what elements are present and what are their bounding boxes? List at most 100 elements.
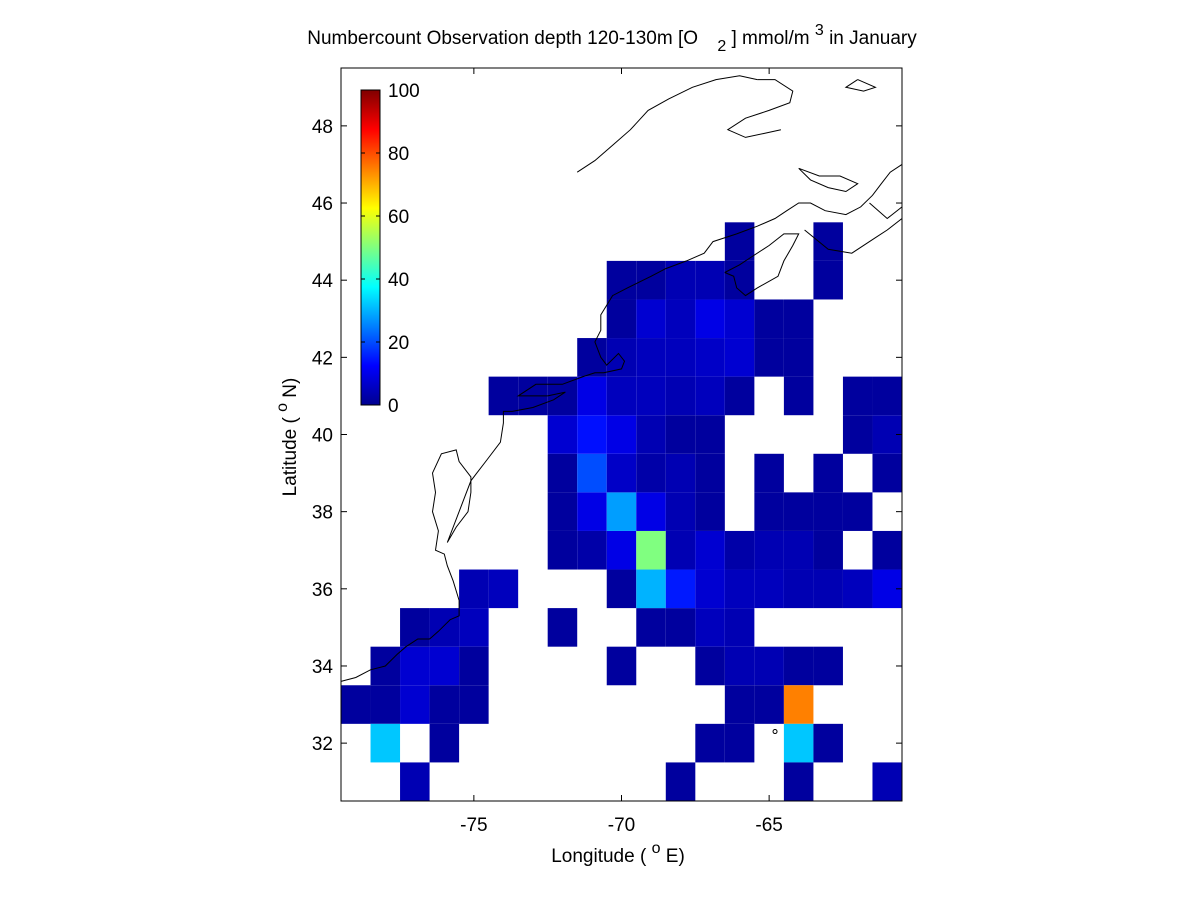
colorbar-tick-label: 100 <box>388 81 420 102</box>
x-tick-label: -70 <box>608 815 635 836</box>
heatmap-cell <box>724 646 755 686</box>
colorbar-tick-label: 20 <box>388 333 409 354</box>
heatmap-cell <box>459 685 489 724</box>
heatmap-cell <box>577 492 607 531</box>
heatmap-cell <box>429 685 460 724</box>
heatmap-cell <box>665 762 696 801</box>
heatmap-cell <box>872 530 902 570</box>
heatmap-cell <box>429 723 460 763</box>
heatmap-cell <box>813 569 843 609</box>
heatmap-cell <box>459 608 489 647</box>
heatmap-cell <box>636 492 666 531</box>
heatmap-cell <box>606 299 637 339</box>
heatmap-cell <box>695 646 725 686</box>
y-tick-label: 48 <box>312 117 333 138</box>
heatmap-cell <box>842 492 873 531</box>
heatmap-cell <box>370 685 401 724</box>
x-tick-label: -75 <box>460 815 487 836</box>
heatmap-cell <box>606 492 637 531</box>
heatmap-cell <box>341 685 371 724</box>
heatmap-cell <box>695 569 725 609</box>
heatmap-cell <box>842 376 873 416</box>
x-tick-label: -65 <box>755 815 782 836</box>
coastline-segment <box>798 167 859 193</box>
heatmap-cells <box>341 222 902 801</box>
coastline-segment <box>576 75 758 173</box>
heatmap-cell <box>636 569 666 609</box>
heatmap-cell <box>813 723 843 763</box>
heatmap-cell <box>636 376 666 416</box>
heatmap-cell <box>665 453 696 493</box>
heatmap-cell <box>547 453 578 493</box>
colorbar-ticks: 0 20 40 60 80 100 <box>361 81 420 417</box>
heatmap-cell <box>488 569 519 609</box>
heatmap-cell <box>577 453 607 493</box>
heatmap-cell <box>754 338 784 377</box>
heatmap-cell <box>636 299 666 339</box>
coastline-segment <box>869 202 903 220</box>
heatmap-cell <box>459 569 489 609</box>
heatmap-cell <box>813 530 843 570</box>
heatmap-cell <box>577 376 607 416</box>
chart-title-after: ] mmol/m <box>732 28 810 49</box>
heatmap-cell <box>547 492 578 531</box>
coastline-segment <box>340 163 903 682</box>
y-tick-label: 42 <box>312 348 333 369</box>
heatmap-cell <box>754 530 784 570</box>
heatmap-cell <box>400 762 430 801</box>
heatmap-cell <box>783 492 814 531</box>
heatmap-cell <box>547 376 578 416</box>
heatmap-cell <box>665 376 696 416</box>
heatmap-cell <box>842 415 873 454</box>
heatmap-cell <box>665 338 696 377</box>
heatmap-cell <box>636 260 666 300</box>
coastline <box>340 75 903 735</box>
x-axis-label: Longitude ( o E) <box>551 837 685 867</box>
heatmap-cell <box>783 646 814 686</box>
chart-title-main: Numbercount Observation depth 120-130m [… <box>307 28 698 49</box>
heatmap-cell <box>400 685 430 724</box>
heatmap-cell <box>783 569 814 609</box>
plot-area: -75 -70 -65 32 34 36 38 40 42 44 46 48 <box>312 67 903 836</box>
heatmap-cell <box>724 338 755 377</box>
colorbar: 0 20 40 60 80 100 <box>360 81 420 417</box>
heatmap-cell <box>636 608 666 647</box>
heatmap-cell <box>724 530 755 570</box>
heatmap-cell <box>813 646 843 686</box>
heatmap-cell <box>724 569 755 609</box>
y-axis-ticks: 32 34 36 38 40 42 44 46 48 <box>312 117 902 755</box>
heatmap-cell <box>577 530 607 570</box>
heatmap-cell <box>724 376 755 416</box>
y-tick-label: 40 <box>312 426 333 447</box>
heatmap-cell <box>400 646 430 686</box>
heatmap-cell <box>813 222 843 261</box>
heatmap-cell <box>665 492 696 531</box>
heatmap-cell <box>577 338 607 377</box>
y-tick-label: 36 <box>312 580 333 601</box>
heatmap-cell <box>783 338 814 377</box>
heatmap-cell <box>577 415 607 454</box>
colorbar-tick-label: 40 <box>388 270 409 291</box>
heatmap-cell <box>665 299 696 339</box>
chart-title-subscript: 2 <box>717 38 726 55</box>
heatmap-cell <box>665 530 696 570</box>
colorbar-tick-label: 80 <box>388 144 409 165</box>
heatmap-cell <box>429 646 460 686</box>
heatmap-cell <box>783 530 814 570</box>
y-axis-label: Latitude ( o N) <box>271 378 301 497</box>
heatmap-cell <box>813 492 843 531</box>
heatmap-cell <box>547 530 578 570</box>
heatmap-cell <box>724 222 755 261</box>
heatmap-cell <box>695 492 725 531</box>
heatmap-cell <box>754 492 784 531</box>
y-axis-label-pre: Latitude ( <box>280 412 301 497</box>
heatmap-cell <box>400 608 430 647</box>
heatmap-cell <box>695 299 725 339</box>
heatmap-cell <box>724 685 755 724</box>
x-axis-ticks: -75 -70 -65 <box>460 68 783 836</box>
heatmap-cell <box>842 569 873 609</box>
heatmap-cell <box>695 260 725 300</box>
heatmap-cell <box>813 453 843 493</box>
heatmap-cell <box>695 608 725 647</box>
